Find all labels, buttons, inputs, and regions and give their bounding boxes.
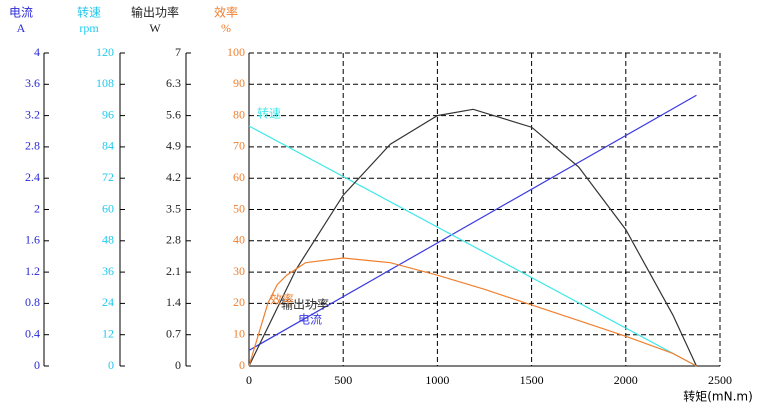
y-tick-label: 120 <box>96 45 114 59</box>
series-line <box>248 125 697 367</box>
y-tick-label: 2 <box>34 201 40 215</box>
series-line <box>248 257 697 367</box>
y-tick-label: 0 <box>34 358 40 372</box>
y-tick-label: 90 <box>233 76 245 90</box>
series-line <box>248 94 697 351</box>
y-tick-label: 30 <box>233 264 245 278</box>
y-tick-label: 2.8 <box>166 233 181 247</box>
axis-title: 电流 <box>9 6 33 20</box>
y-tick-label: 108 <box>96 76 114 90</box>
axis-unit: rpm <box>79 21 99 35</box>
y-tick-label: 0.4 <box>25 326 40 340</box>
y-tick-label: 4.2 <box>166 170 181 184</box>
y-tick-label: 12 <box>102 326 114 340</box>
y-tick-label: 0 <box>175 358 181 372</box>
series-label: 输出功率 <box>281 297 329 312</box>
y-tick-label: 40 <box>233 233 245 247</box>
y-tick-label: 96 <box>102 107 114 121</box>
y-tick-label: 0 <box>239 358 245 372</box>
y-tick-label: 72 <box>102 170 114 184</box>
y-tick-label: 1.6 <box>25 233 40 247</box>
x-tick-label: 0 <box>246 373 252 387</box>
y-tick-label: 2.4 <box>25 170 40 184</box>
y-tick-label: 0.8 <box>25 295 40 309</box>
x-tick-label: 1000 <box>425 373 449 387</box>
y-tick-label: 10 <box>233 326 245 340</box>
axis-title: 效率 <box>214 5 238 20</box>
y-tick-label: 48 <box>102 233 114 247</box>
axis-unit: W <box>149 21 161 35</box>
y-tick-label: 1.4 <box>166 295 181 309</box>
y-tick-label: 80 <box>233 107 245 121</box>
series-label: 转速 <box>257 106 281 121</box>
x-tick-label: 2500 <box>708 373 732 387</box>
y-tick-label: 5.6 <box>166 107 181 121</box>
y-tick-label: 3.5 <box>166 201 181 215</box>
y-tick-label: 1.2 <box>25 264 40 278</box>
axis-title: 输出功率 <box>131 5 179 20</box>
y-tick-label: 4.9 <box>166 139 181 153</box>
y-tick-label: 60 <box>102 201 114 215</box>
x-tick-label: 1500 <box>520 373 544 387</box>
y-tick-label: 24 <box>102 295 114 309</box>
y-tick-label: 0 <box>108 358 114 372</box>
y-tick-label: 3.2 <box>25 107 40 121</box>
y-tick-label: 7 <box>175 45 181 59</box>
y-tick-label: 50 <box>233 201 245 215</box>
y-tick-label: 3.6 <box>25 76 40 90</box>
y-tick-label: 20 <box>233 295 245 309</box>
x-tick-label: 2000 <box>614 373 638 387</box>
y-tick-label: 60 <box>233 170 245 184</box>
y-tick-label: 2.1 <box>166 264 181 278</box>
x-axis-label: 转矩(mN.m) <box>683 389 753 404</box>
y-tick-label: 2.8 <box>25 139 40 153</box>
y-tick-label: 0.7 <box>166 326 181 340</box>
series-label: 电流 <box>298 313 322 327</box>
y-tick-label: 70 <box>233 139 245 153</box>
series-label: 效率 <box>270 292 294 307</box>
y-tick-label: 6.3 <box>166 76 181 90</box>
y-tick-label: 36 <box>102 264 114 278</box>
y-tick-label: 84 <box>102 139 114 153</box>
x-tick-label: 500 <box>334 373 352 387</box>
y-tick-label: 4 <box>34 45 40 59</box>
axis-unit: % <box>221 21 231 35</box>
axis-title: 转速 <box>77 5 101 20</box>
axis-unit: A <box>17 21 26 35</box>
series-line <box>248 108 697 367</box>
y-tick-label: 100 <box>227 45 245 59</box>
